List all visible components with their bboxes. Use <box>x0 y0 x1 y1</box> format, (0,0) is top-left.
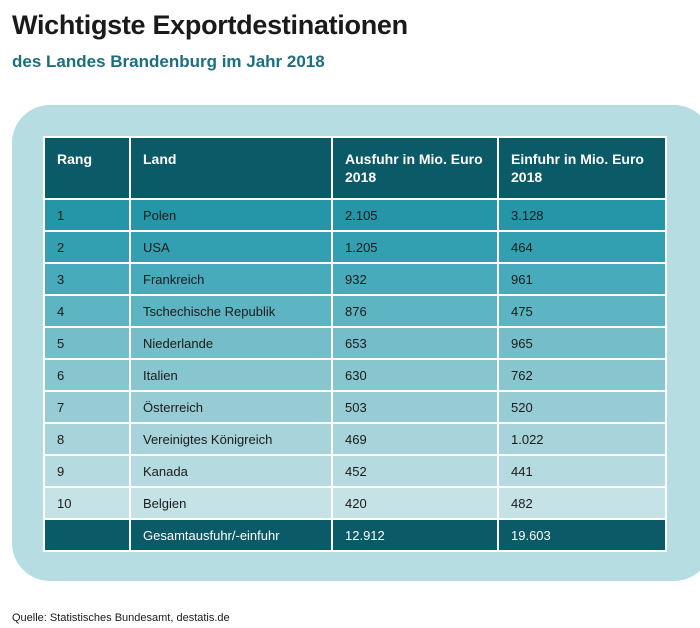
cell-land: Österreich <box>129 390 333 424</box>
column-header-einfuhr: Einfuhr in Mio. Euro 2018 <box>497 136 667 200</box>
total-cell-rang <box>43 518 131 552</box>
cell-rang: 8 <box>43 422 131 456</box>
cell-rang: 9 <box>43 454 131 488</box>
table-row: 4 Tschechische Republik 876 475 <box>43 294 667 328</box>
cell-einfuhr: 482 <box>497 486 667 520</box>
cell-ausfuhr: 932 <box>331 262 499 296</box>
cell-ausfuhr: 469 <box>331 422 499 456</box>
cell-rang: 6 <box>43 358 131 392</box>
cell-rang: 1 <box>43 198 131 232</box>
cell-rang: 10 <box>43 486 131 520</box>
column-header-ausfuhr: Ausfuhr in Mio. Euro 2018 <box>331 136 499 200</box>
table-row: 8 Vereinigtes Königreich 469 1.022 <box>43 422 667 456</box>
cell-rang: 4 <box>43 294 131 328</box>
table-row: 1 Polen 2.105 3.128 <box>43 198 667 232</box>
cell-land: Vereinigtes Königreich <box>129 422 333 456</box>
cell-ausfuhr: 503 <box>331 390 499 424</box>
cell-rang: 2 <box>43 230 131 264</box>
cell-ausfuhr: 876 <box>331 294 499 328</box>
column-header-rang: Rang <box>43 136 131 200</box>
table-row: 10 Belgien 420 482 <box>43 486 667 520</box>
table-row: 7 Österreich 503 520 <box>43 390 667 424</box>
table-row: 9 Kanada 452 441 <box>43 454 667 488</box>
column-header-land: Land <box>129 136 333 200</box>
cell-ausfuhr: 452 <box>331 454 499 488</box>
table-row: 3 Frankreich 932 961 <box>43 262 667 296</box>
cell-land: Italien <box>129 358 333 392</box>
cell-einfuhr: 464 <box>497 230 667 264</box>
cell-einfuhr: 965 <box>497 326 667 360</box>
total-ausfuhr: 12.912 <box>331 518 499 552</box>
cell-einfuhr: 441 <box>497 454 667 488</box>
cell-einfuhr: 520 <box>497 390 667 424</box>
cell-land: Frankreich <box>129 262 333 296</box>
table-header-row: Rang Land Ausfuhr in Mio. Euro 2018 Einf… <box>43 136 667 200</box>
cell-land: Niederlande <box>129 326 333 360</box>
cell-ausfuhr: 420 <box>331 486 499 520</box>
table-row: 2 USA 1.205 464 <box>43 230 667 264</box>
cell-ausfuhr: 653 <box>331 326 499 360</box>
cell-ausfuhr: 1.205 <box>331 230 499 264</box>
cell-einfuhr: 475 <box>497 294 667 328</box>
cell-einfuhr: 762 <box>497 358 667 392</box>
cell-land: Belgien <box>129 486 333 520</box>
table-row: 5 Niederlande 653 965 <box>43 326 667 360</box>
cell-ausfuhr: 2.105 <box>331 198 499 232</box>
source-note: Quelle: Statistisches Bundesamt, destati… <box>12 612 230 624</box>
page-subtitle: des Landes Brandenburg im Jahr 2018 <box>12 52 325 71</box>
total-label: Gesamtausfuhr/-einfuhr <box>129 518 333 552</box>
cell-land: Tschechische Republik <box>129 294 333 328</box>
table-row: 6 Italien 630 762 <box>43 358 667 392</box>
total-row: Gesamtausfuhr/-einfuhr 12.912 19.603 <box>43 518 667 552</box>
cell-einfuhr: 1.022 <box>497 422 667 456</box>
cell-land: USA <box>129 230 333 264</box>
cell-rang: 5 <box>43 326 131 360</box>
cell-einfuhr: 3.128 <box>497 198 667 232</box>
total-einfuhr: 19.603 <box>497 518 667 552</box>
cell-rang: 7 <box>43 390 131 424</box>
cell-ausfuhr: 630 <box>331 358 499 392</box>
cell-land: Polen <box>129 198 333 232</box>
cell-rang: 3 <box>43 262 131 296</box>
page-title: Wichtigste Exportdestinationen <box>12 10 408 40</box>
cell-land: Kanada <box>129 454 333 488</box>
cell-einfuhr: 961 <box>497 262 667 296</box>
export-table: Rang Land Ausfuhr in Mio. Euro 2018 Einf… <box>43 136 667 552</box>
